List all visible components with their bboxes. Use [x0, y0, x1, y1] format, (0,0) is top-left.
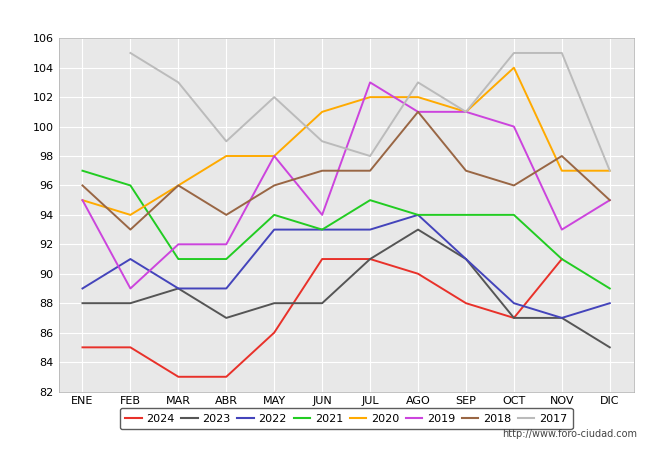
- Text: Afiliados en Villagarcía de Campos a 30/11/2024: Afiliados en Villagarcía de Campos a 30/…: [148, 11, 502, 27]
- Legend: 2024, 2023, 2022, 2021, 2020, 2019, 2018, 2017: 2024, 2023, 2022, 2021, 2020, 2019, 2018…: [120, 408, 573, 429]
- Text: http://www.foro-ciudad.com: http://www.foro-ciudad.com: [502, 429, 637, 439]
